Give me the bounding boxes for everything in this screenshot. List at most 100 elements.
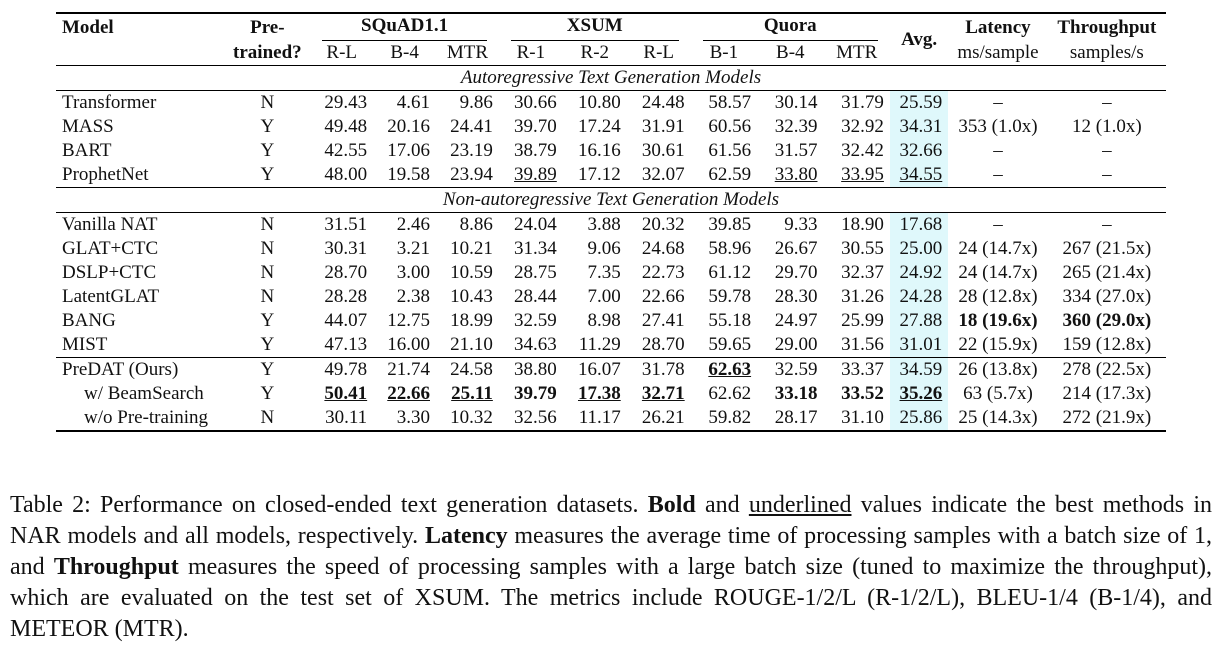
pretrained-flag: N — [260, 238, 275, 259]
pretrained-flag: Y — [224, 357, 311, 382]
latency-value: – — [948, 212, 1048, 237]
throughput-value: – — [1047, 212, 1166, 237]
metric-value: 33.18 — [774, 383, 818, 404]
metric-value: 30.66 — [498, 90, 563, 115]
header-group-quora: Quora — [691, 13, 890, 41]
model-name: w/ BeamSearch — [84, 383, 204, 404]
latency-value: – — [993, 164, 1003, 185]
avg-value: 32.66 — [889, 139, 949, 163]
metric-value: 25.99 — [841, 310, 884, 331]
metric-value: 38.80 — [498, 357, 563, 382]
avg-value: 25.86 — [889, 406, 949, 432]
metric-value: 44.07 — [324, 310, 368, 331]
metric-value: 19.58 — [387, 164, 430, 185]
model-name: MASS — [62, 116, 114, 137]
table-row: BANG Y 44.07 12.75 18.99 32.59 8.98 27.41 55.18 2… — [56, 309, 1166, 333]
metric-value: 32.42 — [841, 140, 884, 161]
subcol: B-1 — [709, 42, 739, 63]
throughput-value: – — [1047, 90, 1166, 115]
metric-value: 23.19 — [450, 140, 493, 161]
pretrained-flag: N — [224, 90, 311, 115]
avg-value: 24.92 — [889, 261, 949, 285]
metric-value: 10.59 — [450, 262, 493, 283]
latency-value: – — [993, 140, 1003, 161]
metric-value: 28.70 — [641, 334, 685, 355]
metric-value: 23.94 — [450, 164, 493, 185]
metric-value: 33.37 — [823, 357, 890, 382]
metric-value: 4.61 — [373, 90, 436, 115]
metric-value: 32.59 — [757, 357, 824, 382]
metric-value: 26.67 — [774, 238, 818, 259]
metric-value: 2.38 — [396, 286, 430, 307]
metric-value: 49.78 — [310, 357, 374, 382]
avg-value: 27.88 — [889, 309, 949, 333]
metric-value: 18.99 — [450, 310, 493, 331]
latency-value: 63 (5.7x) — [963, 383, 1033, 404]
avg-value: 34.31 — [889, 115, 949, 139]
header-group-xsum: XSUM — [499, 13, 691, 41]
caption-underline-word: underlined — [748, 492, 852, 518]
header-avg: Avg. — [901, 28, 938, 50]
metric-value: 60.56 — [708, 116, 752, 137]
metric-value: 33.95 — [841, 164, 884, 185]
latency-value: 25 (14.3x) — [948, 406, 1048, 432]
header-throughput: Throughput — [1057, 16, 1157, 38]
table-row: w/o Pre-training N 30.11 3.30 10.32 32.56 11.1… — [56, 406, 1166, 432]
caption-text: Table 2: Performance on closed-ended tex… — [10, 492, 648, 518]
metric-value: 31.56 — [841, 334, 884, 355]
throughput-value: 272 (21.9x) — [1047, 406, 1166, 432]
table-row: w/ BeamSearch Y 50.41 22.66 25.11 39.79 17.38 3… — [56, 382, 1166, 406]
metric-value: 3.21 — [396, 238, 430, 259]
avg-value: 34.55 — [889, 163, 949, 188]
metric-value: 30.14 — [757, 90, 824, 115]
table-row: LatentGLAT N 28.28 2.38 10.43 28.44 7.00 22.66 5… — [56, 285, 1166, 309]
table-row: PreDAT (Ours) Y 49.78 21.74 24.58 38.80 16.07 3… — [56, 357, 1166, 382]
caption-text: and — [695, 492, 749, 518]
table-row: Vanilla NAT N 31.51 2.46 8.86 24.04 3.88 20.32 3… — [56, 212, 1166, 237]
avg-value: 25.00 — [889, 237, 949, 261]
metric-value: 28.44 — [514, 286, 557, 307]
header-throughput-unit: samples/s — [1069, 42, 1144, 63]
metric-value: 21.10 — [450, 334, 493, 355]
metric-value: 48.00 — [324, 164, 368, 185]
metric-value: 7.00 — [587, 286, 621, 307]
metric-value: 10.21 — [450, 238, 493, 259]
group-label: XSUM — [510, 14, 679, 41]
metric-value: 2.46 — [373, 212, 436, 237]
metric-value: 17.06 — [387, 140, 430, 161]
model-name: MIST — [62, 334, 108, 355]
group-label: SQuAD1.1 — [322, 14, 488, 41]
metric-value: 8.98 — [587, 310, 621, 331]
metric-value: 30.55 — [841, 238, 884, 259]
metric-value: 31.78 — [626, 357, 691, 382]
throughput-value: 12 (1.0x) — [1072, 116, 1142, 137]
subcol: R-2 — [580, 42, 610, 63]
metric-value: 58.57 — [690, 90, 758, 115]
metric-value: 10.32 — [436, 406, 499, 432]
subcol: R-1 — [516, 42, 546, 63]
metric-value: 39.70 — [514, 116, 557, 137]
table-caption: Table 2: Performance on closed-ended tex… — [10, 490, 1212, 645]
caption-bold-word: Bold — [647, 492, 696, 518]
metric-value: 32.39 — [774, 116, 818, 137]
metric-value: 61.56 — [708, 140, 752, 161]
pretrained-flag: N — [224, 212, 311, 237]
metric-value: 16.16 — [577, 140, 621, 161]
model-name: BANG — [62, 310, 116, 331]
throughput-value: 278 (22.5x) — [1047, 357, 1166, 382]
metric-value: 62.63 — [690, 357, 758, 382]
model-name: GLAT+CTC — [62, 238, 159, 259]
metric-value: 59.82 — [690, 406, 758, 432]
avg-value: 31.01 — [889, 333, 949, 358]
model-name: Transformer — [56, 90, 225, 115]
metric-value: 31.34 — [514, 238, 557, 259]
metric-value: 50.41 — [324, 383, 368, 404]
header-blank — [56, 41, 224, 66]
model-name: DSLP+CTC — [62, 262, 157, 283]
section-label-nar: Non-autoregressive Text Generation Model… — [56, 187, 1166, 213]
metric-value: 38.79 — [514, 140, 557, 161]
latency-value: 22 (15.9x) — [958, 334, 1038, 355]
header-group-squad: SQuAD1.1 — [310, 13, 499, 41]
metric-value: 9.86 — [436, 90, 499, 115]
